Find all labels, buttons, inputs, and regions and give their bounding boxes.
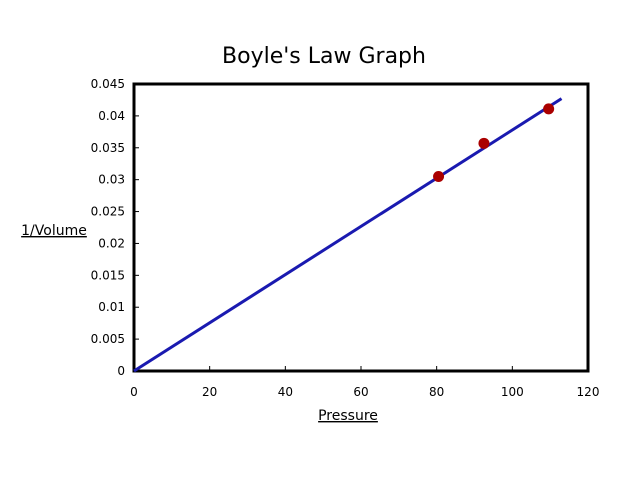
x-tick-label: 20	[202, 385, 217, 399]
y-tick-label: 0.03	[98, 173, 125, 187]
x-tick-label: 120	[577, 385, 600, 399]
x-axis-label: Pressure	[318, 408, 378, 424]
y-tick-label: 0.015	[91, 268, 125, 282]
y-tick-label: 0.005	[91, 332, 125, 346]
y-axis-ticks: 0 0.005 0.01 0.015 0.02 0.025 0.03 0.035 0.04 0.0…	[91, 77, 139, 378]
y-tick-label: 0.04	[98, 109, 125, 123]
best-fit-line	[133, 97, 563, 373]
x-tick-label: 60	[353, 385, 368, 399]
data-series	[133, 97, 563, 373]
y-tick-label: 0.02	[98, 236, 125, 250]
chart-title: Boyle's Law Graph	[222, 44, 426, 69]
y-tick-label: 0.025	[91, 205, 125, 219]
y-tick-label: 0.01	[98, 300, 125, 314]
x-tick-label: 100	[501, 385, 524, 399]
x-tick-label: 80	[429, 385, 444, 399]
data-point	[543, 103, 555, 115]
y-tick-label: 0.045	[91, 77, 125, 91]
data-point	[433, 170, 445, 182]
y-tick-label: 0.035	[91, 141, 125, 155]
x-tick-label: 40	[278, 385, 293, 399]
x-tick-label: 0	[130, 385, 138, 399]
y-tick-label: 0	[117, 364, 125, 378]
x-axis-ticks: 0 20 40 60 80 100 120	[130, 366, 599, 399]
data-point	[478, 137, 490, 149]
y-axis-label: 1/Volume	[21, 223, 87, 239]
